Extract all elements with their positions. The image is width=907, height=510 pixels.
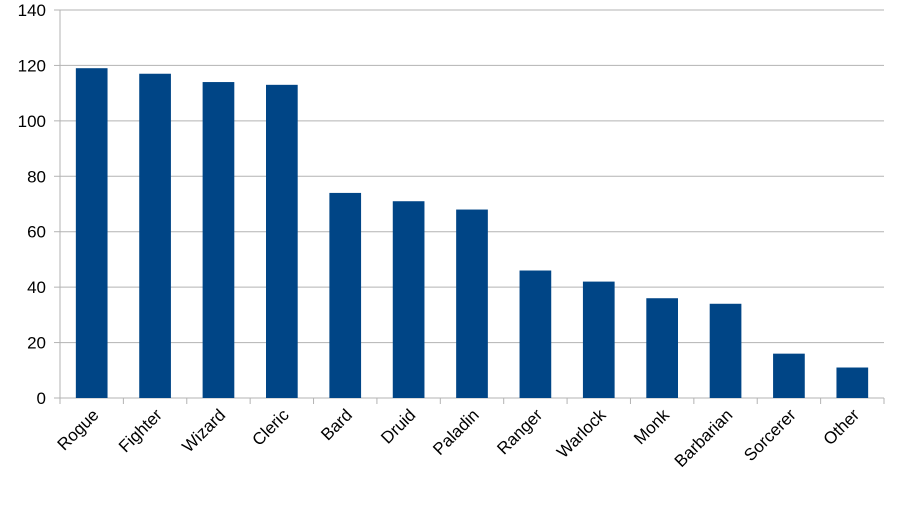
x-tick-label: Warlock [553, 405, 610, 462]
x-tick-label: Fighter [115, 405, 166, 456]
bar [519, 270, 552, 398]
y-tick-label: 20 [27, 334, 46, 353]
y-tick-label: 80 [27, 167, 46, 186]
x-tick-label: Monk [630, 405, 673, 448]
x-tick-label: Sorcerer [740, 405, 800, 465]
bar [709, 303, 742, 398]
bar [202, 82, 235, 399]
y-tick-label: 100 [18, 112, 46, 131]
x-tick-label: Rogue [54, 405, 103, 454]
bar [75, 68, 108, 398]
x-tick-label: Ranger [493, 405, 546, 458]
y-tick-label: 40 [27, 278, 46, 297]
bar [139, 73, 171, 398]
y-tick-label: 120 [18, 56, 46, 75]
bar [582, 281, 615, 398]
bar [773, 353, 805, 398]
bar [456, 209, 488, 398]
y-tick-label: 140 [18, 1, 46, 20]
x-tick-label: Barbarian [671, 405, 737, 471]
x-tick-label: Paladin [429, 405, 483, 459]
y-tick-label: 60 [27, 223, 46, 242]
bar [646, 298, 678, 398]
bar [329, 192, 362, 398]
x-tick-label: Other [820, 405, 864, 449]
x-tick-label: Druid [377, 405, 419, 447]
bar [836, 367, 869, 398]
x-tick-label: Wizard [178, 405, 229, 456]
bar [392, 201, 425, 398]
x-tick-label: Bard [317, 405, 356, 444]
y-tick-label: 0 [37, 389, 46, 408]
bar [266, 84, 298, 398]
x-tick-label: Cleric [249, 405, 294, 450]
